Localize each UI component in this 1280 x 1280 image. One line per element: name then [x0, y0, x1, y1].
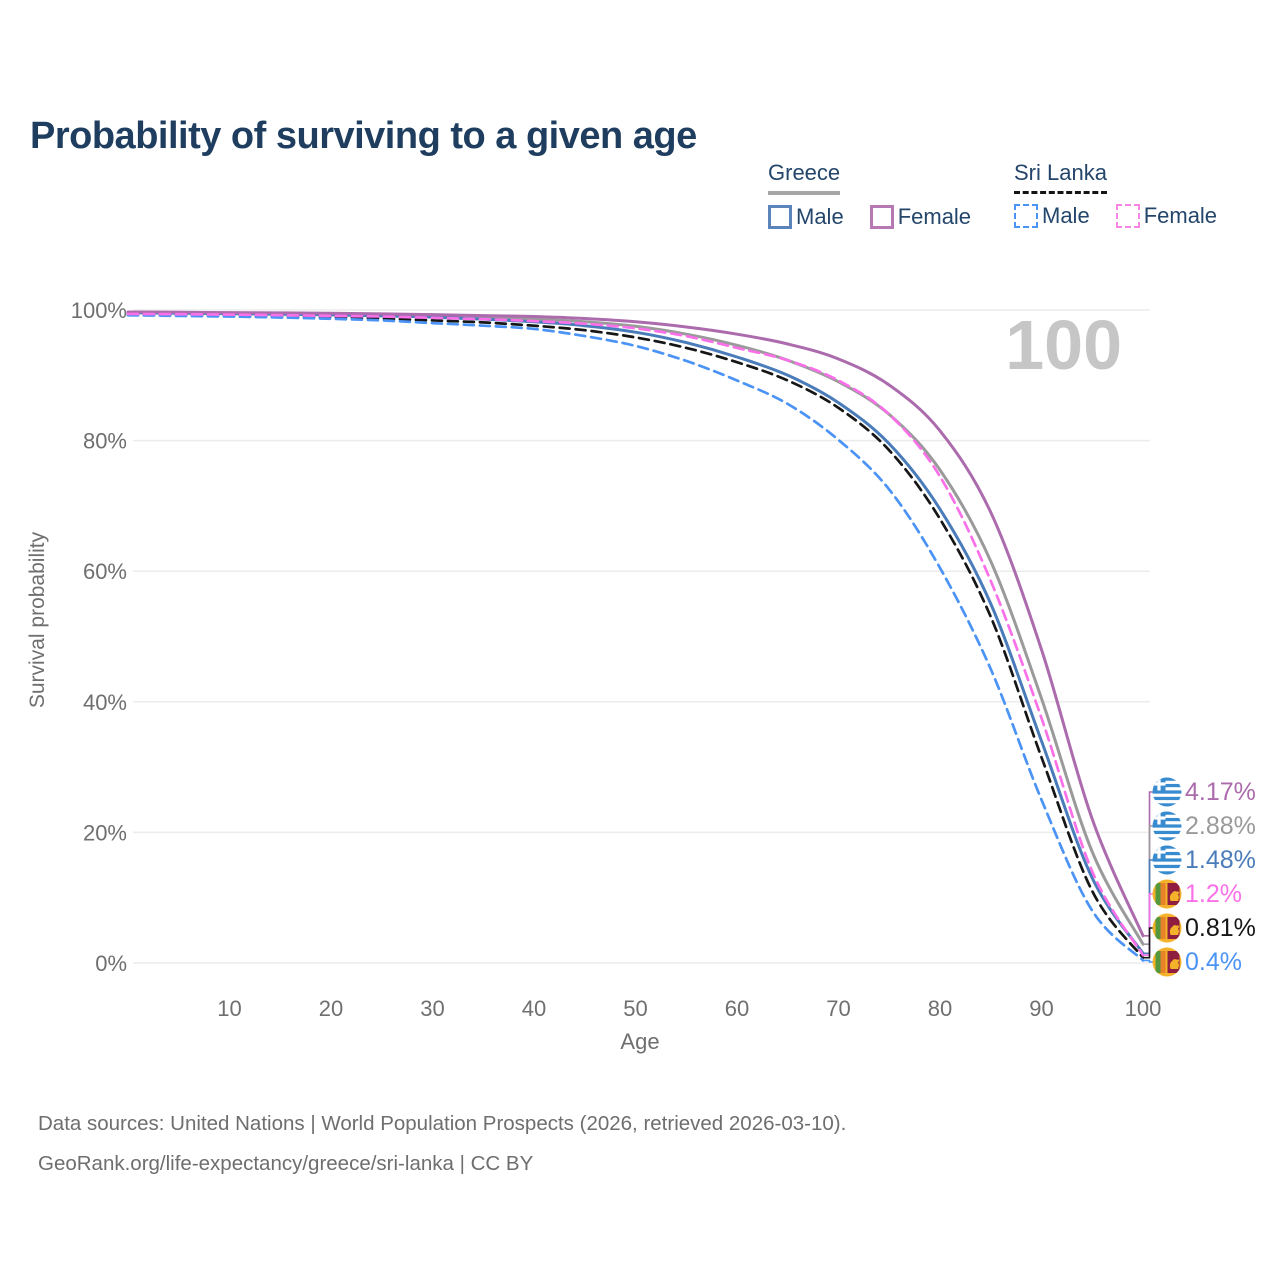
curve-greece-female: [126, 310, 1145, 938]
x-tick-label: 10: [217, 996, 241, 1021]
x-tick-label: 90: [1029, 996, 1053, 1021]
legend-sri-lanka: Sri Lanka Male Female: [1014, 160, 1217, 229]
legend-label-greece-male: Male: [796, 204, 844, 229]
end-label-leader-srilanka-male: [1143, 959, 1153, 963]
greece-female-swatch-icon: [869, 205, 894, 229]
legend-label-sri-lanka-female: Female: [1143, 203, 1218, 228]
x-tick-label: 70: [826, 996, 850, 1021]
y-tick-label: 0%: [95, 951, 127, 976]
sri-lanka-flag-icon: [1153, 948, 1182, 977]
curve-srilanka-male: [126, 313, 1145, 962]
end-label-srilanka-female: 1.2%: [1185, 880, 1242, 908]
end-label-srilanka-all: 0.81%: [1185, 914, 1256, 942]
y-tick-label: 60%: [83, 559, 127, 584]
y-tick-label: 80%: [83, 429, 127, 454]
x-tick-label: 80: [928, 996, 952, 1021]
legend-greece: Greece Male Female: [768, 160, 971, 230]
data-sources-line1: Data sources: United Nations | World Pop…: [38, 1112, 847, 1135]
legend-title-sri-lanka: Sri Lanka: [1014, 160, 1107, 194]
end-label-leader-srilanka-all: [1143, 927, 1153, 959]
age-marker: 100: [1005, 306, 1122, 384]
end-label-leader-greece-all: [1143, 825, 1153, 945]
data-sources-note: Data sources: United Nations | World Pop…: [38, 1104, 846, 1184]
curve-greece-male: [126, 311, 1145, 955]
sri-lanka-flag-icon: [1153, 914, 1182, 943]
page-title: Probability of surviving to a given age: [30, 115, 697, 158]
y-tick-label: 100%: [71, 298, 127, 323]
sri-lanka-female-swatch-icon: [1115, 204, 1140, 228]
y-tick-label: 40%: [83, 690, 127, 715]
x-tick-label: 60: [725, 996, 749, 1021]
end-label-greece-male: 1.48%: [1185, 846, 1256, 874]
end-label-greece-female: 4.17%: [1185, 778, 1256, 806]
x-axis-label: Age: [620, 1029, 659, 1054]
x-tick-label: 20: [319, 996, 343, 1021]
end-label-leader-greece-female: [1143, 791, 1153, 937]
legend-label-greece-female: Female: [897, 204, 972, 229]
greece-flag-icon: [1153, 812, 1182, 841]
sri-lanka-flag-icon: [1153, 880, 1182, 909]
curve-srilanka-female: [126, 312, 1145, 957]
x-tick-label: 40: [522, 996, 546, 1021]
y-axis-label: Survival probability: [26, 531, 49, 708]
sri-lanka-male-swatch-icon: [1014, 204, 1038, 228]
curve-srilanka-all: [126, 313, 1145, 960]
y-tick-label: 20%: [83, 820, 127, 845]
legend-item-greece-male[interactable]: Male: [768, 204, 844, 230]
legend-label-sri-lanka-male: Male: [1042, 203, 1090, 228]
greece-male-swatch-icon: [768, 205, 792, 229]
end-label-srilanka-male: 0.4%: [1185, 948, 1242, 976]
data-sources-line2: GeoRank.org/life-expectancy/greece/sri-l…: [38, 1152, 534, 1175]
x-tick-label: 30: [420, 996, 444, 1021]
legend-item-sri-lanka-female[interactable]: Female: [1115, 203, 1218, 229]
end-label-leader-srilanka-female: [1143, 893, 1153, 956]
greece-flag-icon: [1153, 778, 1182, 807]
legend-item-sri-lanka-male[interactable]: Male: [1014, 203, 1090, 229]
legend-title-greece: Greece: [768, 160, 841, 195]
x-tick-label: 100: [1125, 996, 1162, 1021]
greece-flag-icon: [1153, 846, 1182, 875]
end-label-leader-greece-male: [1143, 859, 1153, 955]
x-tick-label: 50: [623, 996, 647, 1021]
end-label-greece-all: 2.88%: [1185, 812, 1256, 840]
legend-item-greece-female[interactable]: Female: [869, 204, 972, 230]
curve-greece-all: [126, 311, 1145, 946]
